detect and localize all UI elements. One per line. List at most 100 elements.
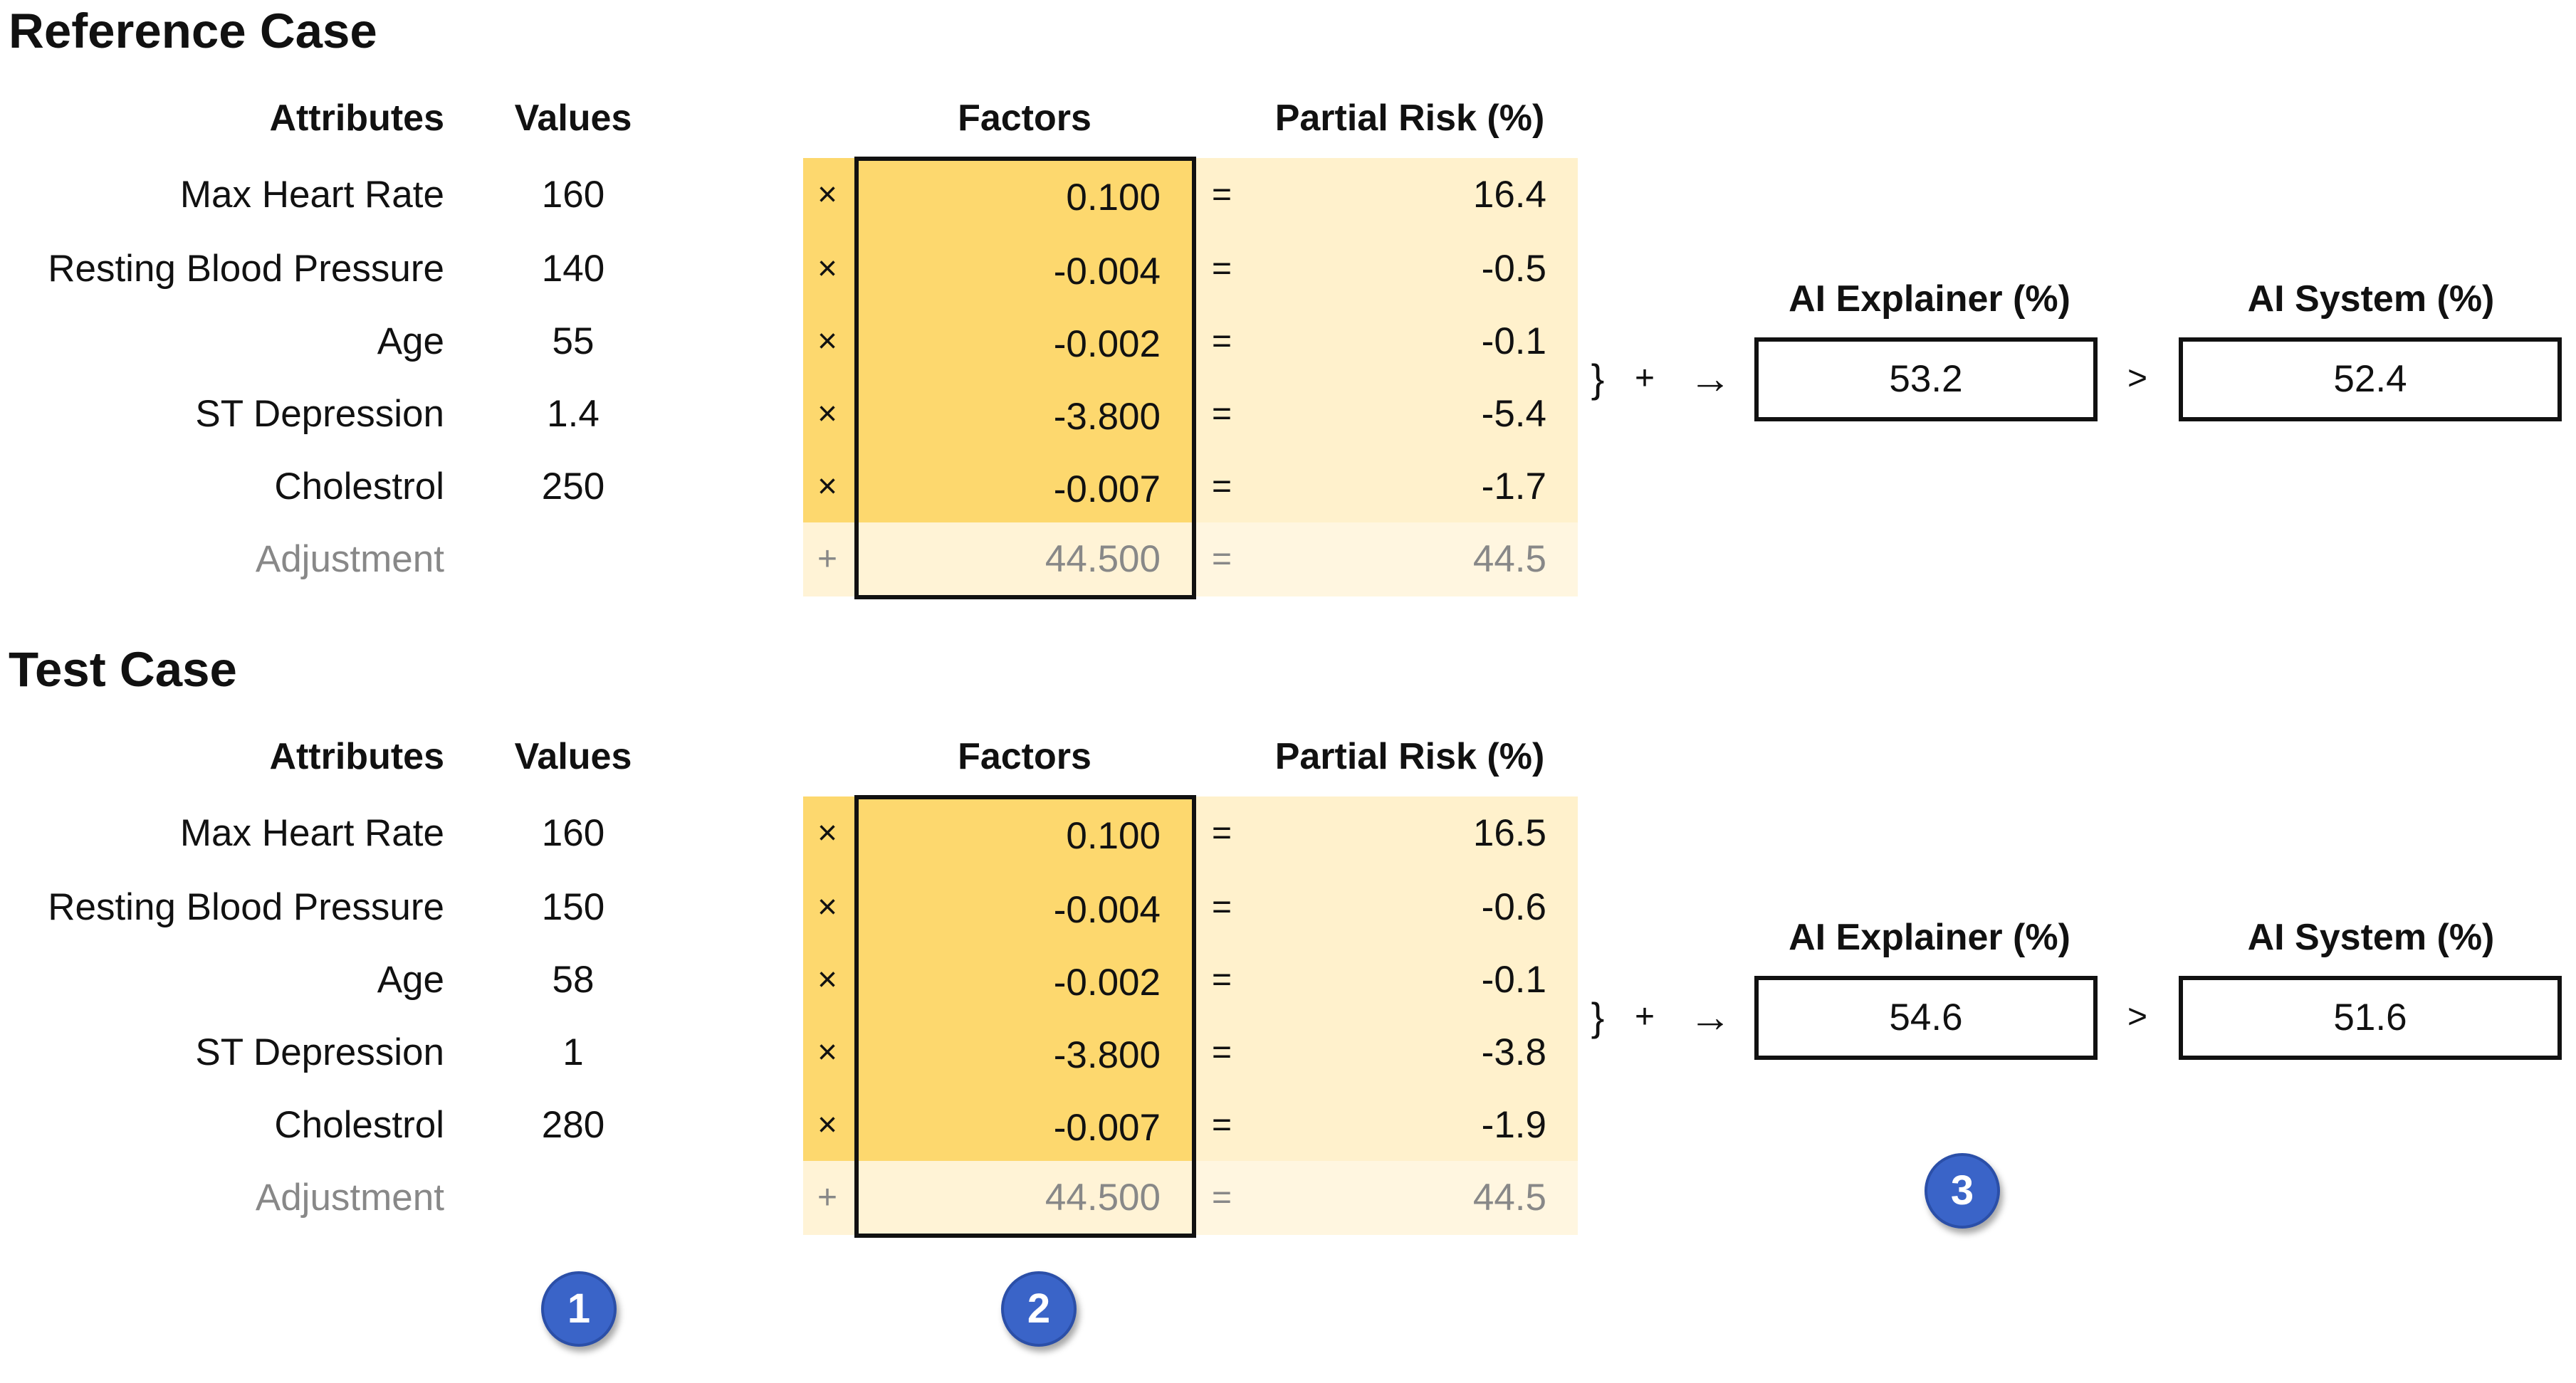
attribute-label: Age	[377, 959, 444, 1001]
values-header: Values	[514, 98, 632, 139]
ai-explainer-header: AI Explainer (%)	[1789, 278, 2070, 320]
attribute-value: 140	[541, 248, 605, 290]
partial-risk-value: -0.6	[1481, 886, 1546, 928]
attribute-value: 1.4	[547, 393, 600, 435]
equals-sign: =	[1211, 1179, 1232, 1216]
times-sign: ×	[817, 250, 838, 288]
ai-system-header: AI System (%)	[2247, 917, 2495, 958]
equals-sign: =	[1211, 888, 1232, 926]
ai-explainer-value-box: 53.2	[1754, 337, 2098, 421]
attribute-label: Resting Blood Pressure	[48, 248, 444, 290]
factors-frame	[854, 157, 1196, 599]
test-case-section: Test Case Attributes Values Factors Partial …	[0, 638, 2576, 1279]
partial-risk-value: -0.1	[1481, 320, 1546, 362]
brace-symbol: }	[1591, 356, 1605, 401]
equals-sign: =	[1211, 322, 1232, 360]
adjustment-factor: 44.500	[1044, 1177, 1161, 1219]
equals-sign: =	[1211, 176, 1232, 214]
partial-adjustment-fill	[1193, 1161, 1578, 1235]
adjustment-partial: 44.5	[1472, 538, 1546, 580]
factor-value: -0.002	[1053, 323, 1161, 365]
ai-system-value-box: 51.6	[2179, 976, 2562, 1060]
attribute-label: ST Depression	[195, 393, 444, 435]
attribute-label: Max Heart Rate	[179, 812, 444, 854]
times-sign: ×	[817, 1106, 838, 1144]
sum-plus-symbol: +	[1634, 359, 1655, 397]
partial-risk-header: Partial Risk (%)	[1274, 736, 1545, 777]
partial-risk-value: 16.4	[1472, 174, 1546, 216]
attribute-value: 1	[562, 1031, 584, 1073]
ai-explainer-value-box: 54.6	[1754, 976, 2098, 1060]
times-sign: ×	[817, 888, 838, 926]
factors-header: Factors	[958, 98, 1091, 139]
plus-sign: +	[817, 1179, 838, 1216]
brace-symbol: }	[1591, 994, 1605, 1039]
factor-value: -0.004	[1053, 889, 1161, 931]
adjustment-label: Adjustment	[255, 1177, 444, 1219]
attribute-value: 150	[541, 886, 605, 928]
partial-risk-value: -5.4	[1481, 393, 1546, 435]
equals-sign: =	[1211, 814, 1232, 852]
times-sign: ×	[817, 1034, 838, 1071]
step-badge-2: 2	[1001, 1271, 1077, 1347]
attribute-label: Cholestrol	[274, 1104, 444, 1146]
factor-adjustment-fill	[803, 1161, 1193, 1235]
partial-risk-value: 16.5	[1472, 812, 1546, 854]
section-title: Test Case	[9, 642, 237, 697]
partial-adjustment-fill	[1193, 522, 1578, 596]
attribute-label: ST Depression	[195, 1031, 444, 1073]
attribute-value: 250	[541, 466, 605, 508]
equals-sign: =	[1211, 1034, 1232, 1071]
equals-sign: =	[1211, 468, 1232, 505]
times-sign: ×	[817, 176, 838, 214]
ai-system-value-box: 52.4	[2179, 337, 2562, 421]
times-sign: ×	[817, 322, 838, 360]
attribute-value: 160	[541, 812, 605, 854]
factors-frame	[854, 795, 1196, 1238]
partial-risk-value: -0.5	[1481, 248, 1546, 290]
greater-than-symbol: >	[2127, 998, 2148, 1036]
attribute-value: 160	[541, 174, 605, 216]
factor-adjustment-fill	[803, 522, 1193, 596]
attribute-label: Cholestrol	[274, 466, 444, 508]
sum-plus-symbol: +	[1634, 998, 1655, 1036]
factor-value: -3.800	[1053, 396, 1161, 438]
times-sign: ×	[817, 814, 838, 852]
factor-value: -3.800	[1053, 1034, 1161, 1076]
values-header: Values	[514, 736, 632, 777]
partial-risk-header: Partial Risk (%)	[1274, 98, 1545, 139]
factor-value: -0.004	[1053, 251, 1161, 293]
factor-column-fill	[803, 158, 1193, 534]
step-badge-3: 3	[1925, 1153, 2000, 1229]
attribute-value: 55	[552, 320, 595, 362]
greater-than-symbol: >	[2127, 359, 2148, 397]
partial-risk-fill	[1193, 796, 1578, 1172]
attribute-label: Resting Blood Pressure	[48, 886, 444, 928]
times-sign: ×	[817, 961, 838, 999]
ai-explainer-header: AI Explainer (%)	[1789, 917, 2070, 958]
step-badge-1: 1	[541, 1271, 617, 1347]
attribute-value: 58	[552, 959, 595, 1001]
ai-system-header: AI System (%)	[2247, 278, 2495, 320]
attributes-header: Attributes	[269, 736, 444, 777]
partial-risk-value: -1.9	[1481, 1104, 1546, 1146]
partial-risk-value: -3.8	[1481, 1031, 1546, 1073]
attribute-label: Max Heart Rate	[179, 174, 444, 216]
equals-sign: =	[1211, 250, 1232, 288]
equals-sign: =	[1211, 540, 1232, 578]
times-sign: ×	[817, 468, 838, 505]
factor-value: -0.002	[1053, 962, 1161, 1004]
partial-risk-value: -0.1	[1481, 959, 1546, 1001]
factor-value: -0.007	[1053, 468, 1161, 510]
adjustment-label: Adjustment	[255, 538, 444, 580]
arrow-symbol: →	[1689, 354, 1732, 402]
adjustment-partial: 44.5	[1472, 1177, 1546, 1219]
attribute-value: 280	[541, 1104, 605, 1146]
factor-value: 0.100	[1066, 177, 1161, 219]
factors-header: Factors	[958, 736, 1091, 777]
partial-risk-fill	[1193, 158, 1578, 534]
factor-column-fill	[803, 796, 1193, 1172]
factor-value: -0.007	[1053, 1107, 1161, 1149]
section-title: Reference Case	[9, 4, 377, 58]
equals-sign: =	[1211, 395, 1232, 433]
